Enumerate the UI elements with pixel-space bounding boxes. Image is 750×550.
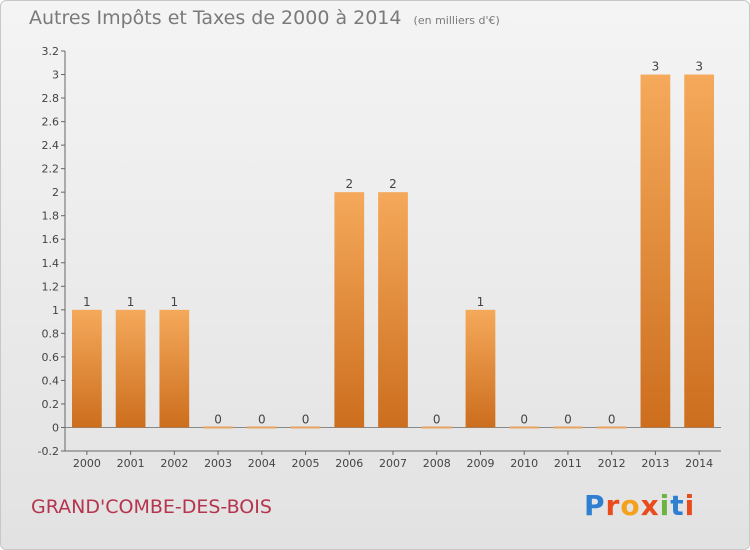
y-tick-label: 1.8	[42, 210, 60, 223]
x-tick-label: 2001	[117, 457, 145, 470]
y-tick-label: 0.4	[42, 374, 60, 387]
data-label: 0	[258, 412, 266, 426]
x-tick-label: 2011	[554, 457, 582, 470]
x-tick-label: 2008	[423, 457, 451, 470]
y-tick-label: 0.2	[42, 398, 60, 411]
bar	[71, 309, 102, 428]
data-label: 1	[127, 295, 135, 309]
x-tick-label: 2000	[73, 457, 101, 470]
y-tick-label: 1.2	[42, 280, 60, 293]
x-tick-label: 2005	[292, 457, 320, 470]
bar	[596, 426, 627, 429]
x-tick-label: 2003	[204, 457, 232, 470]
brand-letter: x	[640, 489, 660, 522]
bar	[378, 192, 408, 428]
y-tick-label: 2.4	[42, 139, 60, 152]
brand-letter: P	[584, 489, 606, 522]
x-tick-label: 2012	[598, 457, 626, 470]
commune-name: GRAND'COMBE-DES-BOIS	[31, 496, 272, 518]
y-tick-label: 0.8	[42, 327, 60, 340]
y-tick-label: 0	[52, 421, 59, 434]
y-tick-label: 3.2	[42, 45, 60, 58]
brand-letter: i	[659, 489, 671, 522]
x-tick-label: 2010	[510, 457, 538, 470]
bar	[115, 309, 146, 428]
data-label: 0	[564, 412, 572, 426]
x-tick-label: 2014	[685, 457, 713, 470]
data-label: 1	[83, 295, 91, 309]
bar	[246, 426, 277, 429]
data-label: 0	[608, 412, 616, 426]
bar	[509, 426, 540, 429]
bar	[203, 426, 233, 429]
bar	[684, 74, 715, 428]
data-label: 3	[652, 60, 660, 74]
bar	[640, 74, 671, 428]
chart-unit: (en milliers d'€)	[413, 14, 500, 27]
bar	[421, 426, 452, 429]
x-tick-label: 2009	[466, 457, 494, 470]
brand-letter: r	[605, 489, 621, 522]
proxiti-logo: Proxiti	[584, 489, 695, 522]
brand-letter: o	[620, 489, 641, 522]
y-tick-label: 2.8	[42, 92, 60, 105]
data-label: 0	[433, 412, 441, 426]
data-label: 2	[389, 177, 397, 191]
data-label: 0	[520, 412, 528, 426]
chart-title: Autres Impôts et Taxes de 2000 à 2014 (e…	[29, 7, 500, 29]
data-label: 0	[302, 412, 310, 426]
x-tick-label: 2013	[641, 457, 669, 470]
y-tick-label: 0.6	[42, 351, 60, 364]
y-tick-label: 2.6	[42, 116, 60, 129]
chart-title-text: Autres Impôts et Taxes de 2000 à 2014	[29, 7, 402, 29]
y-tick-label: 1	[52, 304, 59, 317]
x-tick-label: 2002	[160, 457, 188, 470]
brand-letter: i	[684, 489, 696, 522]
x-tick-label: 2007	[379, 457, 407, 470]
data-label: 0	[214, 412, 222, 426]
y-tick-label: 2.2	[42, 163, 60, 176]
x-tick-label: 2004	[248, 457, 276, 470]
y-tick-label: -0.2	[38, 445, 59, 458]
data-label: 1	[171, 295, 179, 309]
y-tick-label: 1.4	[42, 257, 60, 270]
bar	[290, 426, 321, 429]
x-tick-label: 2006	[335, 457, 363, 470]
y-tick-label: 3	[52, 69, 59, 82]
bar	[159, 309, 190, 428]
bar	[553, 426, 583, 429]
bar	[465, 309, 496, 428]
data-label: 2	[345, 177, 353, 191]
data-label: 1	[477, 295, 485, 309]
brand-letter: t	[670, 489, 685, 522]
bar	[334, 192, 365, 428]
y-tick-label: 2	[52, 186, 59, 199]
y-tick-label: 1.6	[42, 233, 60, 246]
data-label: 3	[695, 60, 703, 74]
